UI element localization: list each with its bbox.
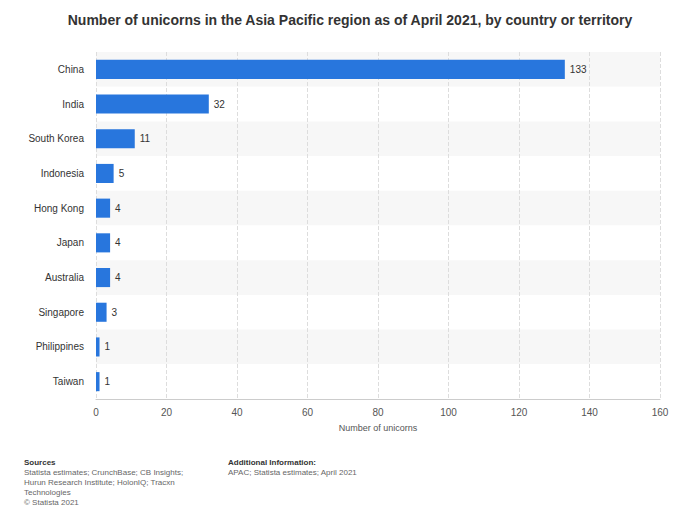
svg-text:Number of unicorns in the Asia: Number of unicorns in the Asia Pacific r… [68,12,633,28]
html-text:APAC; Statista estimates; Apri: APAC; Statista estimates; April 2021 [228,468,357,477]
svg-text:Hong Kong: Hong Kong [34,203,84,214]
svg-text:100: 100 [440,407,457,418]
svg-text:5: 5 [119,168,125,179]
svg-text:140: 140 [581,407,598,418]
svg-text:India: India [62,99,84,110]
svg-text:Number of unicorns: Number of unicorns [339,423,418,433]
html-text:© Statista 2021: © Statista 2021 [24,498,79,507]
svg-text:20: 20 [161,407,173,418]
svg-text:120: 120 [511,407,528,418]
svg-text:Taiwan: Taiwan [53,376,84,387]
svg-text:Japan: Japan [57,237,84,248]
svg-text:1: 1 [105,341,111,352]
svg-text:160: 160 [652,407,669,418]
svg-text:32: 32 [214,99,226,110]
svg-text:Philippines: Philippines [36,341,84,352]
svg-text:China: China [58,64,85,75]
svg-text:Australia: Australia [45,272,84,283]
svg-text:4: 4 [115,237,121,248]
svg-text:Indonesia: Indonesia [41,168,85,179]
svg-text:11: 11 [140,133,151,144]
svg-text:0: 0 [93,407,99,418]
html-text:Hurun Research Institute; Holo: Hurun Research Institute; HolonIQ; Tracx… [24,478,175,487]
html-text:Sources: Sources [24,458,56,467]
svg-text:3: 3 [112,307,118,318]
svg-text:80: 80 [372,407,384,418]
svg-text:1: 1 [105,376,111,387]
html-text:Additional Information:: Additional Information: [228,458,316,467]
svg-text:133: 133 [570,64,587,75]
svg-text:4: 4 [115,203,121,214]
svg-text:40: 40 [231,407,243,418]
svg-text:South Korea: South Korea [28,133,84,144]
html-text:Technologies: Technologies [24,488,71,497]
svg-text:4: 4 [115,272,121,283]
svg-text:60: 60 [302,407,314,418]
svg-text:Singapore: Singapore [38,307,84,318]
html-text:Statista estimates; CrunchBase: Statista estimates; CrunchBase; CB Insig… [24,468,184,477]
